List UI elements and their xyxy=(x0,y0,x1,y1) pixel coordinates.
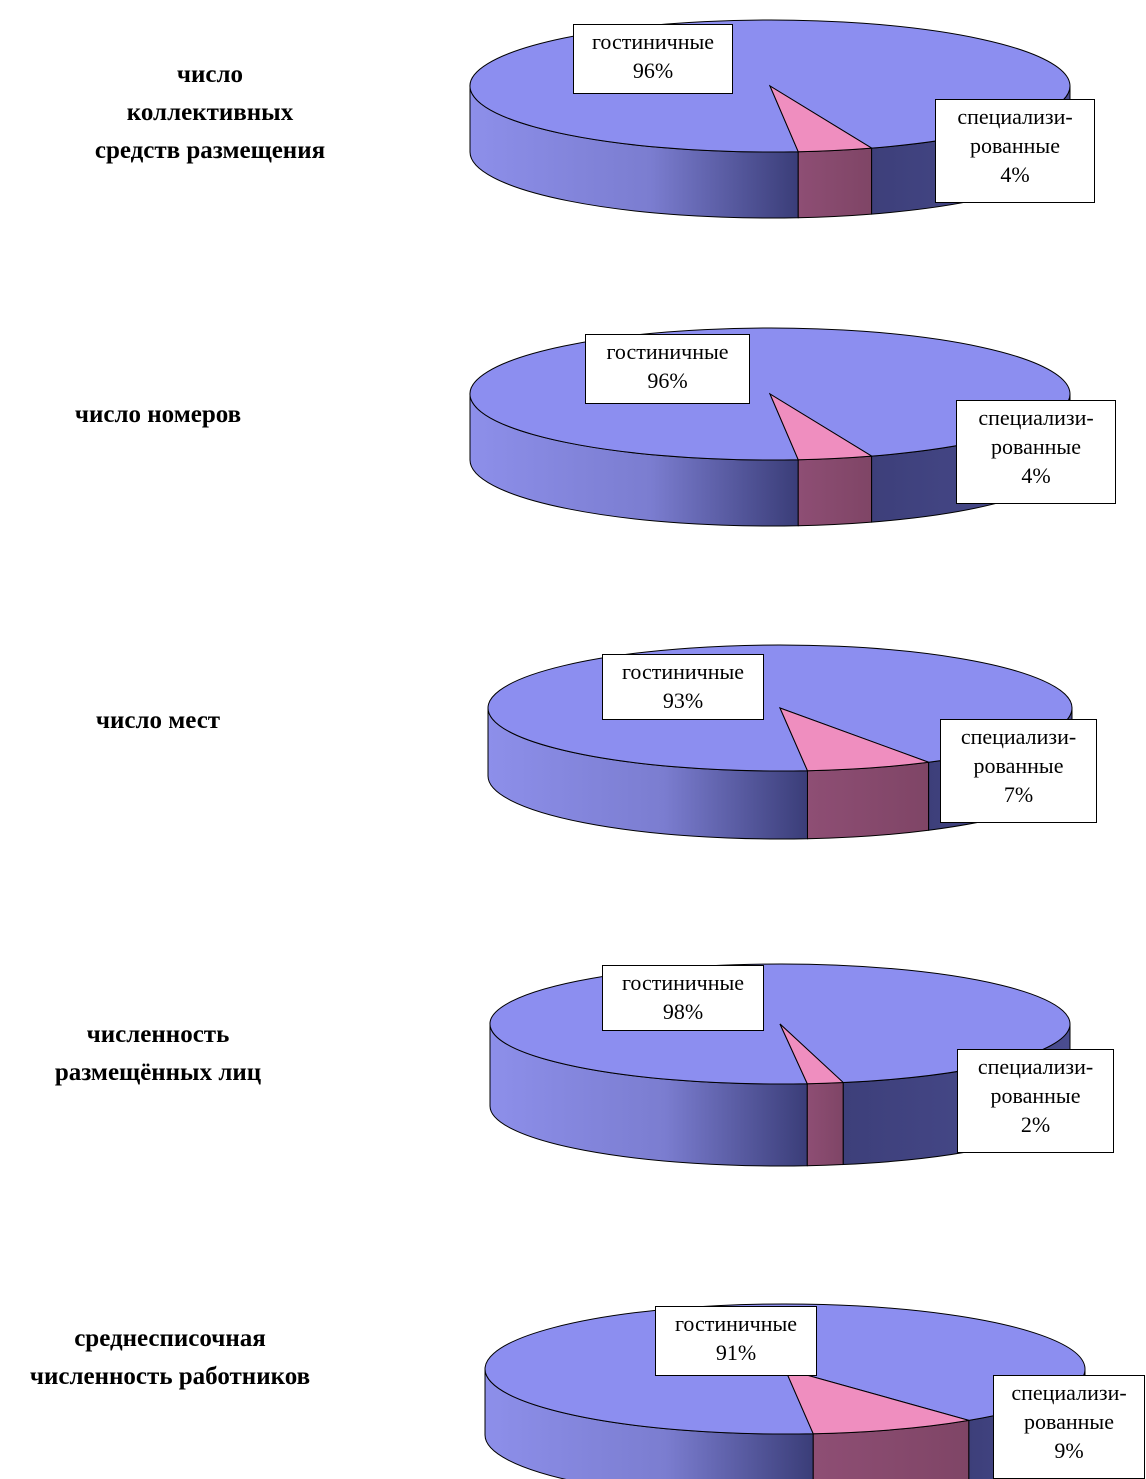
data-label-hotel: гостиничные 91% xyxy=(655,1306,817,1376)
slice-label-text: гостиничные xyxy=(621,970,745,995)
slice-value-text: 9% xyxy=(1054,1438,1084,1463)
slice-value-text: 91% xyxy=(715,1340,757,1365)
slice-label-text: рованные xyxy=(973,753,1064,778)
chart-title-line: число мест xyxy=(95,707,221,734)
chart-title: среднесписочная численность работников xyxy=(0,1320,380,1396)
pie-slice-special xyxy=(779,1023,845,1085)
data-label-special: специализи-рованные 9% xyxy=(993,1375,1145,1479)
slice-value-text: 93% xyxy=(662,688,704,713)
data-label-special: специализи-рованные 4% xyxy=(935,99,1095,203)
pie-slice-special xyxy=(768,392,874,461)
slice-label-text: гостиничные xyxy=(591,29,715,54)
data-label-special: специализи-рованные 2% xyxy=(957,1049,1114,1153)
slice-value-text: 96% xyxy=(632,58,674,83)
data-label-hotel: гостиничные 96% xyxy=(585,334,750,404)
slice-value-text: 4% xyxy=(1021,463,1051,488)
data-label-special: специализи-рованные 7% xyxy=(940,719,1097,823)
chart-title: число мест xyxy=(0,702,368,740)
slice-label-text: рованные xyxy=(970,133,1060,158)
slice-value-text: 4% xyxy=(1000,162,1030,187)
chart-title-line: размещённых лиц xyxy=(54,1059,262,1086)
data-label-hotel: гостиничные 93% xyxy=(602,654,764,720)
chart-title-line: средств размещения xyxy=(94,137,326,164)
slice-label-text: специализи- xyxy=(957,104,1073,129)
chart-title-line: среднесписочная xyxy=(74,1325,266,1352)
slice-label-text: рованные xyxy=(990,1083,1081,1108)
slice-label-text: гостиничные xyxy=(674,1311,798,1336)
slice-value-text: 7% xyxy=(1003,782,1034,807)
slice-label-text: рованные xyxy=(991,434,1081,459)
chart-title: численность размещённых лиц xyxy=(0,1016,368,1092)
chart-title-line: коллективных xyxy=(126,99,294,126)
slice-label-text: специализи- xyxy=(1011,1380,1127,1405)
slice-label-text: гостиничные xyxy=(606,339,729,364)
slice-label-text: специализи- xyxy=(977,1054,1094,1079)
chart-title-line: число номеров xyxy=(74,401,242,428)
slice-value-text: 96% xyxy=(647,368,688,393)
slice-label-text: специализи- xyxy=(978,405,1094,430)
data-label-hotel: гостиничные 96% xyxy=(573,24,733,94)
chart-title-line: численность xyxy=(86,1021,230,1048)
chart-title: число коллективных средств размещения xyxy=(0,56,420,170)
pie-slice-special xyxy=(784,1368,970,1435)
slice-value-text: 98% xyxy=(662,999,704,1024)
slice-label-text: гостиничные xyxy=(621,659,745,684)
pie-slice-special xyxy=(779,707,929,772)
chart-title-line: число xyxy=(176,61,244,88)
chart-title: число номеров xyxy=(0,396,368,434)
data-label-hotel: гостиничные 98% xyxy=(602,965,764,1031)
pie-slice-special xyxy=(768,84,874,153)
slice-value-text: 2% xyxy=(1020,1112,1051,1137)
data-label-special: специализи-рованные 4% xyxy=(956,400,1116,504)
chart-title-line: численность работников xyxy=(29,1363,311,1390)
slice-label-text: специализи- xyxy=(960,724,1077,749)
slice-label-text: рованные xyxy=(1024,1409,1114,1434)
